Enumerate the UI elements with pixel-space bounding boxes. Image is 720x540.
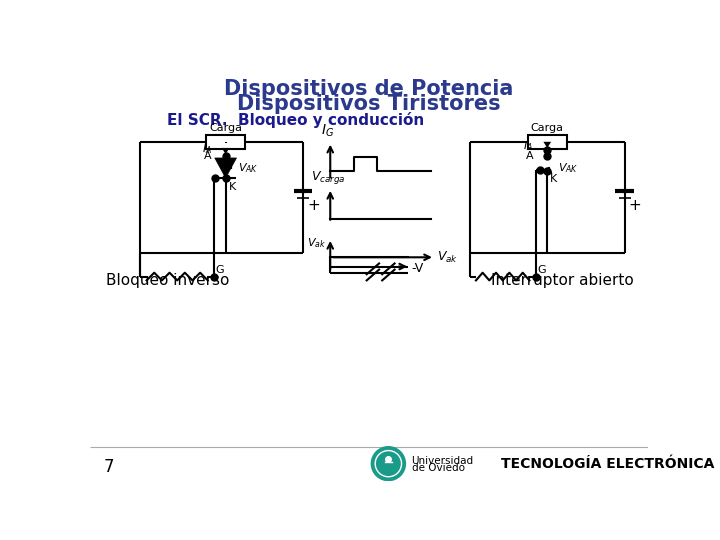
Text: $I_G$: $I_G$	[321, 123, 335, 139]
Text: Carga: Carga	[209, 123, 242, 132]
Text: El SCR.  Bloqueo y conducción: El SCR. Bloqueo y conducción	[167, 112, 424, 128]
Bar	[528, 135, 567, 148]
Text: G: G	[537, 265, 546, 275]
Bar	[206, 135, 245, 148]
Text: A: A	[204, 151, 212, 161]
Text: Bloqueo inverso: Bloqueo inverso	[106, 273, 229, 288]
Text: Dispositivos de Potencia: Dispositivos de Potencia	[225, 79, 513, 99]
Circle shape	[372, 447, 405, 481]
Text: $V_{AK}$: $V_{AK}$	[558, 161, 579, 175]
Text: -V: -V	[412, 262, 424, 275]
Text: Universidad: Universidad	[412, 456, 474, 465]
Text: +: +	[307, 198, 320, 213]
Text: $V_{ak}$: $V_{ak}$	[307, 237, 326, 251]
Text: G: G	[215, 265, 224, 275]
Text: A: A	[526, 151, 534, 161]
Text: $V_{carga}$: $V_{carga}$	[310, 168, 346, 186]
Text: K: K	[229, 182, 236, 192]
Text: 7: 7	[104, 458, 114, 476]
Text: $I_A$: $I_A$	[202, 142, 212, 156]
Text: de Oviedo: de Oviedo	[412, 462, 464, 472]
Text: $V_{ak}$: $V_{ak}$	[437, 249, 459, 265]
Polygon shape	[544, 142, 551, 148]
Text: K: K	[550, 174, 557, 184]
Text: Interruptor abierto: Interruptor abierto	[491, 273, 634, 288]
Text: Carga: Carga	[531, 123, 564, 132]
Polygon shape	[222, 160, 230, 166]
Text: $V_{AK}$: $V_{AK}$	[238, 161, 258, 175]
Text: TECNOLOGÍA ELECTRÓNICA: TECNOLOGÍA ELECTRÓNICA	[500, 457, 714, 471]
Polygon shape	[215, 158, 236, 178]
Text: Dispositivos Tiristores: Dispositivos Tiristores	[237, 94, 501, 114]
Text: $I_A$: $I_A$	[523, 139, 534, 152]
Polygon shape	[222, 148, 230, 154]
Text: +: +	[629, 198, 642, 213]
